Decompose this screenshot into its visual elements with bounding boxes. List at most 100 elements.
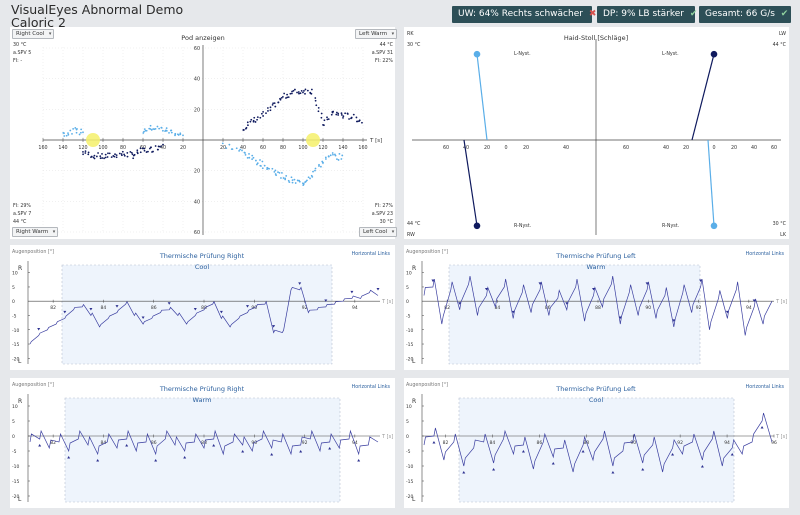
data-point <box>244 153 247 156</box>
trace-panel-left-cool: Augenposition [°] Thermische Prüfung Left… <box>404 378 789 508</box>
trace-chart: Augenposition [°] Thermische Prüfung Righ… <box>12 382 393 503</box>
data-point <box>273 170 276 173</box>
data-point <box>293 178 296 181</box>
page-title: VisualEyes Abnormal Demo Caloric 2 <box>11 3 183 29</box>
data-point <box>82 153 84 156</box>
nystagmus-marker <box>710 222 718 230</box>
data-point <box>312 170 314 173</box>
dropdown-left-cool[interactable]: Left Cool ▾ <box>359 227 398 237</box>
beat-marker <box>299 450 303 453</box>
data-point <box>115 154 118 157</box>
x-tick-label: 92 <box>302 440 308 446</box>
x-tick-label: 90 <box>630 440 636 446</box>
data-point <box>108 152 111 155</box>
beat-marker <box>511 310 515 314</box>
data-point <box>286 96 289 99</box>
t-axis-label: T [s] <box>775 434 787 440</box>
data-point <box>327 118 330 120</box>
data-point <box>307 176 310 179</box>
data-point <box>274 173 277 175</box>
x-tick-label: 20 <box>731 145 737 151</box>
data-point <box>165 127 168 130</box>
data-point <box>101 152 103 155</box>
data-point <box>262 115 264 117</box>
data-point <box>344 112 347 115</box>
y-tick-label: 10 <box>406 404 412 410</box>
y-axis-label: Augenposition [°] <box>12 382 54 388</box>
data-point <box>104 153 107 156</box>
haid-stoll-chart: Haid-Stoll [Schläge] RK LW RW LK 30 °C 44 °C 44… <box>407 31 787 238</box>
trace-title: Thermische Prüfung Right <box>159 385 245 393</box>
data-point <box>107 152 109 155</box>
data-point <box>322 124 324 126</box>
y-tick-label: 5 <box>406 419 409 425</box>
x-tick-label: 40 <box>751 145 757 151</box>
y-tick-label: -5 <box>12 449 17 455</box>
x-tick-label: 84 <box>101 440 107 446</box>
data-point <box>103 157 105 160</box>
nystagmus-marker <box>710 50 718 58</box>
title-line2: Caloric 2 <box>11 15 66 30</box>
corner-label: LK <box>780 232 787 238</box>
x-tick-label: 20 <box>683 145 689 151</box>
data-point <box>238 149 241 152</box>
x-tick-label: 82 <box>50 305 56 311</box>
l-label: L <box>412 358 416 365</box>
dropdown-left-warm[interactable]: Left Warm ▾ <box>355 29 398 39</box>
beat-marker <box>125 444 129 447</box>
data-point <box>97 152 99 154</box>
data-point <box>78 133 81 136</box>
y-tick-label: -15 <box>406 342 413 348</box>
data-point <box>256 162 259 165</box>
data-point <box>278 171 281 174</box>
y-tick-label: -20 <box>406 356 413 362</box>
quadrant-info-tl: a.SPV 5 <box>13 50 31 56</box>
x-tick-label: 20 <box>180 145 186 151</box>
eye-position-trace <box>423 276 773 336</box>
analysis-window <box>61 264 333 365</box>
data-point <box>287 179 290 182</box>
y-tick-label: 60 <box>194 230 200 236</box>
data-point <box>294 88 296 91</box>
y-tick-label: -20 <box>406 494 413 500</box>
data-point <box>306 89 309 92</box>
data-point <box>235 147 238 150</box>
data-point <box>182 134 184 137</box>
data-point <box>282 177 285 179</box>
data-point <box>80 128 83 131</box>
beat-marker <box>328 447 332 450</box>
data-point <box>162 143 164 146</box>
data-point <box>291 90 293 93</box>
data-point <box>74 127 77 129</box>
corner-label: RK <box>407 31 414 37</box>
data-point <box>141 147 144 150</box>
beat-marker <box>219 310 223 314</box>
highlight-marker <box>306 133 320 147</box>
quadrant-info-tr: a.SPV 31 <box>372 50 393 56</box>
t-axis-label: T [s] <box>381 299 393 305</box>
data-point <box>104 156 107 159</box>
data-point <box>280 96 283 99</box>
x-tick-label: 160 <box>358 145 367 151</box>
data-point <box>65 134 68 137</box>
beat-marker <box>592 288 596 291</box>
data-point <box>95 155 98 158</box>
data-point <box>337 114 340 116</box>
data-point <box>261 160 264 163</box>
corner-label: RW <box>407 232 415 238</box>
dropdown-right-cool[interactable]: Right Cool ▾ <box>12 29 55 39</box>
data-point <box>320 116 323 119</box>
beat-marker <box>611 471 615 474</box>
data-point <box>322 162 324 164</box>
temp-label: 30 °C <box>773 221 787 227</box>
beat-marker <box>272 325 276 328</box>
data-point <box>118 152 121 155</box>
data-point <box>340 158 343 160</box>
data-point <box>274 105 277 108</box>
dropdown-right-warm[interactable]: Right Warm ▾ <box>12 227 59 237</box>
quadrant-info-bl: 44 °C <box>13 219 27 225</box>
beat-marker <box>141 316 145 320</box>
trace-subtitle: Cool <box>589 396 603 404</box>
highlight-marker <box>86 133 100 147</box>
